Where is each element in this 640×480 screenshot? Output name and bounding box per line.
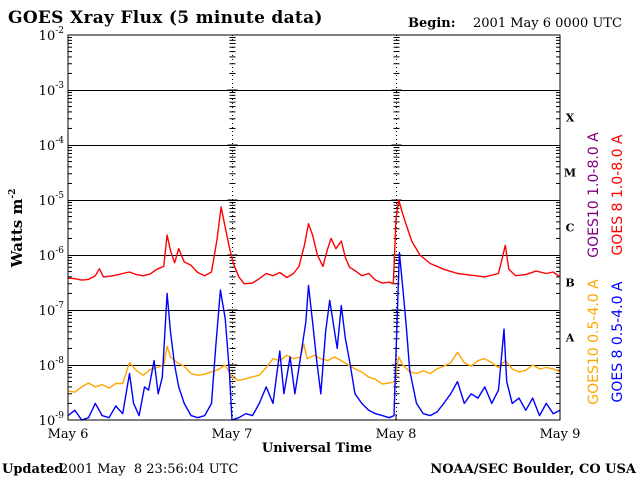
plot-frame [67, 34, 561, 421]
x-tick-label: May 9 [540, 427, 581, 442]
x-tick-label: May 8 [376, 427, 417, 442]
y-tick-label: 10-9 [39, 411, 65, 429]
series-line-1 [67, 199, 561, 285]
flare-class-labels: A B C M X [564, 112, 576, 345]
legend: GOES10 1.0-8.0 A GOES 8 1.0-8.0 A GOES10 0… [586, 132, 626, 405]
legend-entry-0: GOES10 1.0-8.0 A [586, 132, 602, 258]
y-tick-label: 10-4 [39, 136, 65, 154]
updated-value: 2001 May 8 23:56:04 UTC [60, 462, 238, 477]
y-tick-labels: 10-9 10-8 10-7 10-6 10-5 10-4 10-3 10-2 [39, 26, 65, 429]
y-tick-label: 10-7 [39, 301, 65, 319]
chart-title: GOES Xray Flux (5 minute data) [8, 8, 323, 28]
y-tick-label: 10-2 [39, 26, 64, 44]
begin-value: 2001 May 6 0000 UTC [473, 16, 622, 31]
updated-label: Updated [2, 462, 63, 477]
source-credit: NOAA/SEC Boulder, CO USA [430, 462, 637, 477]
flare-class-X: X [566, 112, 575, 125]
x-tick-label: May 6 [48, 427, 89, 442]
flare-class-B: B [565, 277, 574, 290]
legend-entry-1: GOES 8 1.0-8.0 A [610, 134, 626, 255]
begin-label: Begin: [408, 16, 456, 31]
flare-class-A: A [565, 332, 575, 345]
legend-entry-3: GOES 8 0.5-4.0 A [610, 281, 626, 402]
legend-entry-2: GOES10 0.5-4.0 A [586, 279, 602, 405]
y-tick-label: 10-3 [39, 81, 65, 99]
flare-class-C: C [566, 222, 575, 235]
series-line-2 [67, 343, 561, 393]
x-axis-label: Universal Time [262, 441, 372, 456]
x-tick-label: May 7 [212, 427, 253, 442]
y-tick-label: 10-8 [39, 356, 65, 374]
grid-lines [67, 35, 561, 421]
y-axis-label: Watts m-2 [8, 189, 26, 269]
y-tick-label: 10-5 [39, 191, 65, 209]
x-tick-labels: May 6 May 7 May 8 May 9 [48, 427, 581, 442]
y-minor-ticks [67, 37, 561, 420]
day-separator-ticks [391, 37, 402, 421]
series-lines [67, 199, 561, 421]
series-line-3 [67, 252, 561, 421]
y-tick-label: 10-6 [39, 246, 65, 264]
flare-class-M: M [564, 167, 576, 180]
